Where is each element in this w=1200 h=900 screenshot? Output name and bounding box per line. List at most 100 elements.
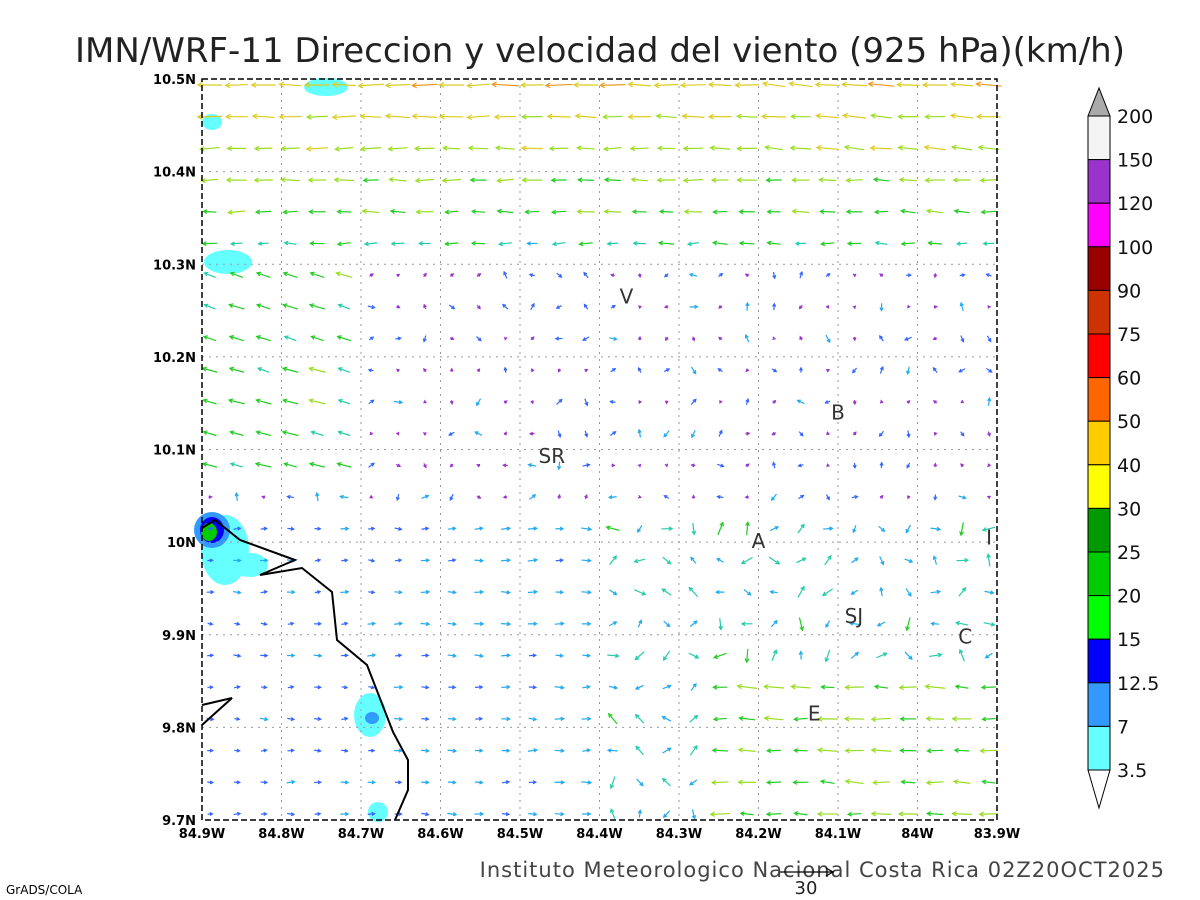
wind-arrow xyxy=(251,113,275,120)
colorbar-label: 200 xyxy=(1117,106,1153,128)
wind-arrow xyxy=(368,590,376,595)
wind-arrow xyxy=(796,557,807,564)
wind-arrow xyxy=(359,146,382,152)
wind-arrow xyxy=(819,779,835,785)
wind-arrow xyxy=(737,747,756,753)
wind-arrow xyxy=(444,241,459,247)
wind-arrow xyxy=(331,114,356,121)
reference-arrow: 30 xyxy=(780,867,835,899)
wind-arrow xyxy=(958,368,966,373)
wind-arrow xyxy=(718,618,723,631)
wind-arrow xyxy=(415,209,434,215)
wind-arrow xyxy=(844,778,864,785)
wind-arrow xyxy=(260,653,269,658)
wind-arrow xyxy=(745,368,750,373)
wind-arrow xyxy=(691,429,696,439)
place-label: B xyxy=(831,400,845,424)
wind-arrow xyxy=(530,336,535,341)
wind-arrow xyxy=(496,208,514,214)
wind-arrow xyxy=(476,304,481,310)
wind-arrow xyxy=(528,653,538,658)
wind-arrow xyxy=(469,177,487,183)
wind-arrow xyxy=(314,685,322,690)
wind-arrow xyxy=(772,461,776,469)
wind-arrow xyxy=(224,82,248,89)
wind-arrow xyxy=(309,240,325,246)
wind-arrow xyxy=(816,716,838,722)
wind-arrow xyxy=(607,653,620,659)
wind-arrow xyxy=(283,462,297,468)
wind-arrow xyxy=(260,589,269,595)
wind-arrow xyxy=(315,491,320,502)
wind-arrow xyxy=(470,209,486,214)
wind-arrow xyxy=(287,812,296,817)
place-label: SR xyxy=(539,444,566,468)
wind-arrow xyxy=(202,430,217,437)
wind-arrow xyxy=(843,716,865,722)
lon-tick-label: 83.9W xyxy=(974,827,1020,842)
wind-arrow xyxy=(663,495,670,499)
wind-arrow xyxy=(557,430,562,438)
wind-arrow xyxy=(336,335,352,342)
wind-arrow xyxy=(718,272,724,278)
wind-arrow xyxy=(930,526,942,532)
wind-arrow xyxy=(550,177,567,183)
wind-arrow xyxy=(933,305,938,309)
wind-arrow xyxy=(717,521,724,536)
wind-arrow xyxy=(362,177,379,183)
wind-arrow xyxy=(736,113,758,120)
wind-arrow xyxy=(930,589,942,595)
wind-arrow xyxy=(196,82,223,88)
wind-arrow xyxy=(933,494,938,501)
wind-arrow xyxy=(900,779,916,785)
wind-arrow xyxy=(228,335,244,342)
wind-arrow xyxy=(739,811,754,817)
wind-arrow xyxy=(845,209,863,215)
colorbar-swatch xyxy=(1087,202,1111,248)
wind-arrow xyxy=(772,272,777,280)
wind-arrow xyxy=(960,335,965,343)
wind-arrow xyxy=(633,558,646,564)
wind-arrow xyxy=(340,653,349,658)
wind-arrow xyxy=(681,113,705,120)
wind-arrow xyxy=(664,463,669,468)
wind-arrow xyxy=(282,398,299,405)
wind-arrow xyxy=(662,747,672,754)
wind-arrow xyxy=(314,621,323,626)
wind-arrow xyxy=(798,494,805,500)
wind-arrow xyxy=(557,368,562,373)
wind-arrow xyxy=(879,399,884,404)
wind-arrow xyxy=(528,780,538,785)
wind-arrow xyxy=(797,523,805,534)
wind-arrow xyxy=(986,495,991,500)
wind-arrow xyxy=(394,621,404,626)
wind-arrow xyxy=(798,431,804,437)
wind-arrow xyxy=(826,368,831,373)
wind-arrow xyxy=(959,273,966,278)
wind-arrow xyxy=(314,526,322,531)
wind-arrow xyxy=(899,747,917,754)
wind-arrow xyxy=(987,305,992,309)
wind-arrow xyxy=(905,524,912,534)
wind-arrow xyxy=(950,144,973,151)
latitude-labels: 10.5N 10.4N 10.3N 10.2N 10.1N 10N 9.9N 9.8N 9.7N xyxy=(153,73,196,829)
colorbar-over-triangle xyxy=(1087,86,1111,117)
wind-arrow xyxy=(367,305,376,310)
wind-arrow xyxy=(876,652,888,659)
wind-arrow xyxy=(765,177,782,183)
wind-arrow xyxy=(255,430,272,437)
wind-arrow xyxy=(904,558,914,563)
wind-arrow xyxy=(879,334,884,342)
wind-arrow xyxy=(466,82,490,89)
wind-arrow xyxy=(607,495,617,500)
lon-tick-label: 84.3W xyxy=(656,827,702,842)
wind-arrow xyxy=(414,177,434,184)
wind-arrow xyxy=(584,368,589,373)
wind-arrow xyxy=(689,744,698,756)
wind-arrow xyxy=(340,589,350,595)
wind-arrow xyxy=(283,335,297,342)
wind-arrow xyxy=(556,398,563,405)
place-label: SJ xyxy=(845,604,864,628)
wind-arrow xyxy=(609,589,618,596)
wind-arrow xyxy=(610,304,616,309)
